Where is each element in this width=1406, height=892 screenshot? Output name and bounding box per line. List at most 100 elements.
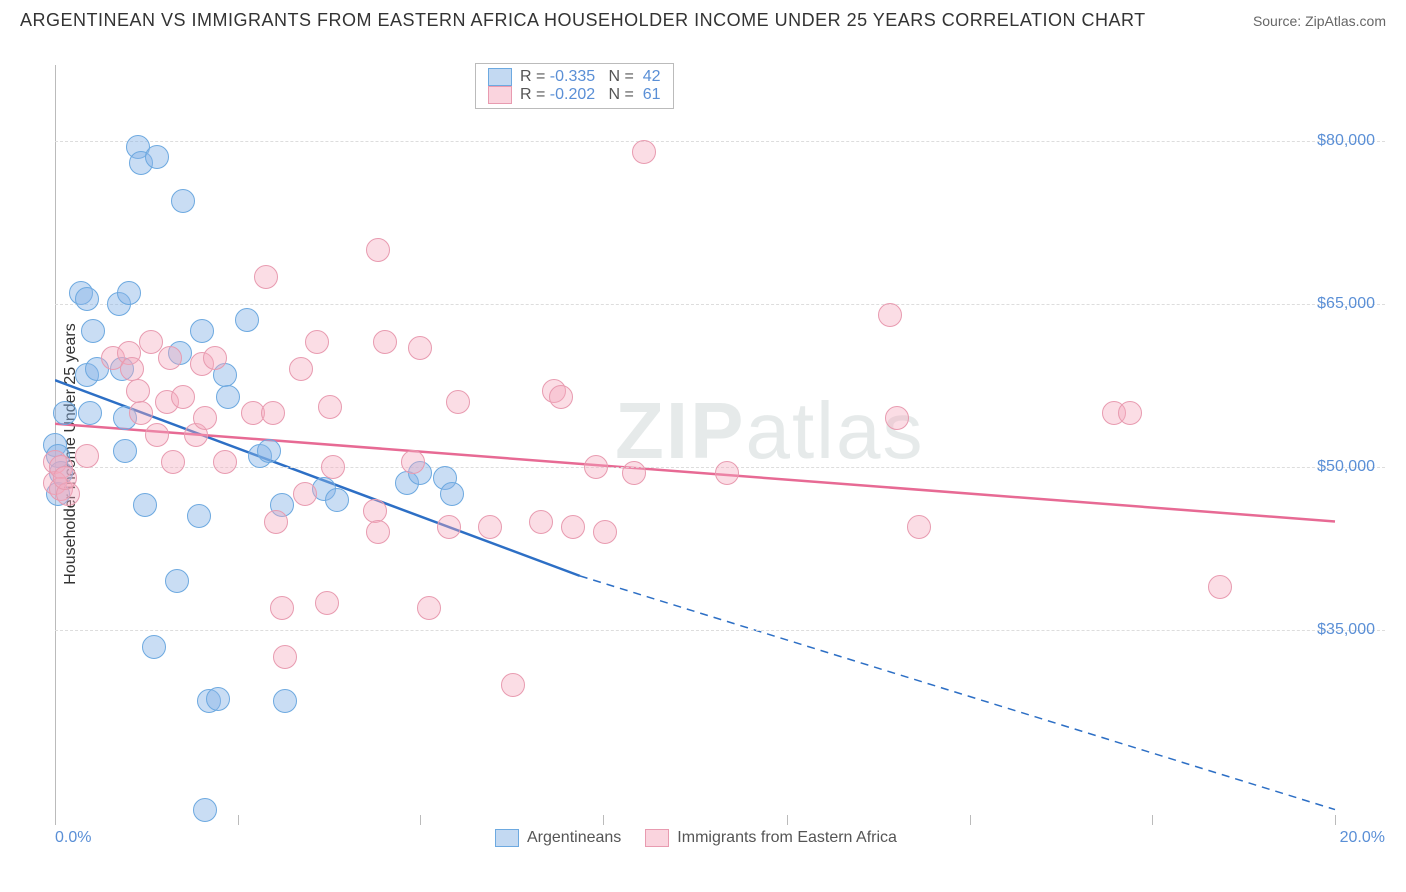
scatter-point-argentinean	[190, 319, 214, 343]
scatter-point-eastern-africa	[203, 346, 227, 370]
legend-r-value: -0.335	[550, 68, 595, 85]
legend-item: Argentineans	[495, 829, 621, 847]
scatter-point-eastern-africa	[478, 515, 502, 539]
scatter-point-eastern-africa	[126, 379, 150, 403]
scatter-point-eastern-africa	[1208, 575, 1232, 599]
scatter-point-eastern-africa	[273, 645, 297, 669]
scatter-point-eastern-africa	[264, 510, 288, 534]
scatter-point-eastern-africa	[622, 461, 646, 485]
scatter-point-eastern-africa	[321, 455, 345, 479]
scatter-point-eastern-africa	[446, 390, 470, 414]
scatter-point-eastern-africa	[437, 515, 461, 539]
header: ARGENTINEAN VS IMMIGRANTS FROM EASTERN A…	[0, 0, 1406, 36]
x-tick	[603, 815, 604, 825]
legend-item: Immigrants from Eastern Africa	[645, 829, 897, 847]
legend-swatch	[645, 829, 669, 847]
scatter-point-eastern-africa	[549, 385, 573, 409]
x-tick	[1152, 815, 1153, 825]
scatter-point-eastern-africa	[120, 357, 144, 381]
scatter-point-eastern-africa	[318, 395, 342, 419]
scatter-point-argentinean	[113, 439, 137, 463]
scatter-point-argentinean	[165, 569, 189, 593]
scatter-point-eastern-africa	[161, 450, 185, 474]
scatter-point-eastern-africa	[373, 330, 397, 354]
legend-n-value: 42	[638, 68, 660, 85]
scatter-point-eastern-africa	[885, 406, 909, 430]
gridline	[55, 630, 1385, 631]
legend-row: R = -0.202 N = 61	[488, 86, 661, 104]
legend-n-value: 61	[638, 86, 660, 103]
y-tick-label: $80,000	[1317, 132, 1375, 150]
scatter-point-argentinean	[187, 504, 211, 528]
scatter-point-eastern-africa	[907, 515, 931, 539]
scatter-point-eastern-africa	[401, 450, 425, 474]
scatter-point-eastern-africa	[363, 499, 387, 523]
legend-label: Immigrants from Eastern Africa	[677, 829, 897, 846]
scatter-point-eastern-africa	[584, 455, 608, 479]
x-tick	[55, 815, 56, 825]
legend-r-label: R =	[520, 68, 550, 85]
legend-swatch	[488, 68, 512, 86]
scatter-point-eastern-africa	[305, 330, 329, 354]
scatter-point-eastern-africa	[270, 596, 294, 620]
scatter-point-argentinean	[75, 287, 99, 311]
x-tick	[420, 815, 421, 825]
scatter-point-eastern-africa	[171, 385, 195, 409]
scatter-point-eastern-africa	[193, 406, 217, 430]
legend-n-label: N =	[595, 86, 638, 103]
scatter-point-eastern-africa	[53, 466, 77, 490]
x-axis-max: 20.0%	[1340, 829, 1385, 847]
scatter-point-eastern-africa	[129, 401, 153, 425]
scatter-point-argentinean	[53, 401, 77, 425]
scatter-point-eastern-africa	[213, 450, 237, 474]
scatter-point-argentinean	[193, 798, 217, 822]
legend-swatch	[488, 86, 512, 104]
legend-correlation: R = -0.335 N = 42R = -0.202 N = 61	[475, 63, 674, 109]
scatter-point-argentinean	[235, 308, 259, 332]
x-tick	[238, 815, 239, 825]
scatter-point-argentinean	[440, 482, 464, 506]
x-axis-min: 0.0%	[55, 829, 91, 847]
scatter-point-argentinean	[78, 401, 102, 425]
y-tick-label: $50,000	[1317, 458, 1375, 476]
scatter-point-eastern-africa	[293, 482, 317, 506]
x-tick	[787, 815, 788, 825]
scatter-point-argentinean	[117, 281, 141, 305]
scatter-point-eastern-africa	[145, 423, 169, 447]
scatter-point-eastern-africa	[315, 591, 339, 615]
scatter-point-eastern-africa	[878, 303, 902, 327]
source-label: Source: ZipAtlas.com	[1253, 13, 1386, 29]
scatter-point-eastern-africa	[261, 401, 285, 425]
y-tick-label: $35,000	[1317, 621, 1375, 639]
scatter-point-argentinean	[81, 319, 105, 343]
scatter-point-argentinean	[206, 687, 230, 711]
scatter-point-argentinean	[257, 439, 281, 463]
y-tick-label: $65,000	[1317, 295, 1375, 313]
scatter-point-eastern-africa	[408, 336, 432, 360]
legend-r-label: R =	[520, 86, 550, 103]
gridline	[55, 141, 1385, 142]
scatter-point-eastern-africa	[715, 461, 739, 485]
scatter-point-eastern-africa	[593, 520, 617, 544]
scatter-point-eastern-africa	[366, 520, 390, 544]
plot-region: ZIPatlas $35,000$50,000$65,000$80,000	[55, 45, 1385, 845]
gridline	[55, 304, 1385, 305]
legend-series: Argentineans Immigrants from Eastern Afri…	[495, 829, 897, 847]
legend-n-label: N =	[595, 68, 638, 85]
scatter-point-eastern-africa	[1118, 401, 1142, 425]
scatter-point-argentinean	[273, 689, 297, 713]
legend-label: Argentineans	[527, 829, 621, 846]
scatter-point-eastern-africa	[632, 140, 656, 164]
watermark-atlas: atlas	[745, 386, 924, 475]
scatter-point-eastern-africa	[158, 346, 182, 370]
scatter-point-argentinean	[325, 488, 349, 512]
scatter-point-argentinean	[216, 385, 240, 409]
scatter-point-eastern-africa	[254, 265, 278, 289]
scatter-point-argentinean	[171, 189, 195, 213]
scatter-point-argentinean	[133, 493, 157, 517]
scatter-point-eastern-africa	[561, 515, 585, 539]
legend-r-value: -0.202	[550, 86, 595, 103]
scatter-point-eastern-africa	[501, 673, 525, 697]
scatter-point-eastern-africa	[289, 357, 313, 381]
scatter-point-eastern-africa	[529, 510, 553, 534]
